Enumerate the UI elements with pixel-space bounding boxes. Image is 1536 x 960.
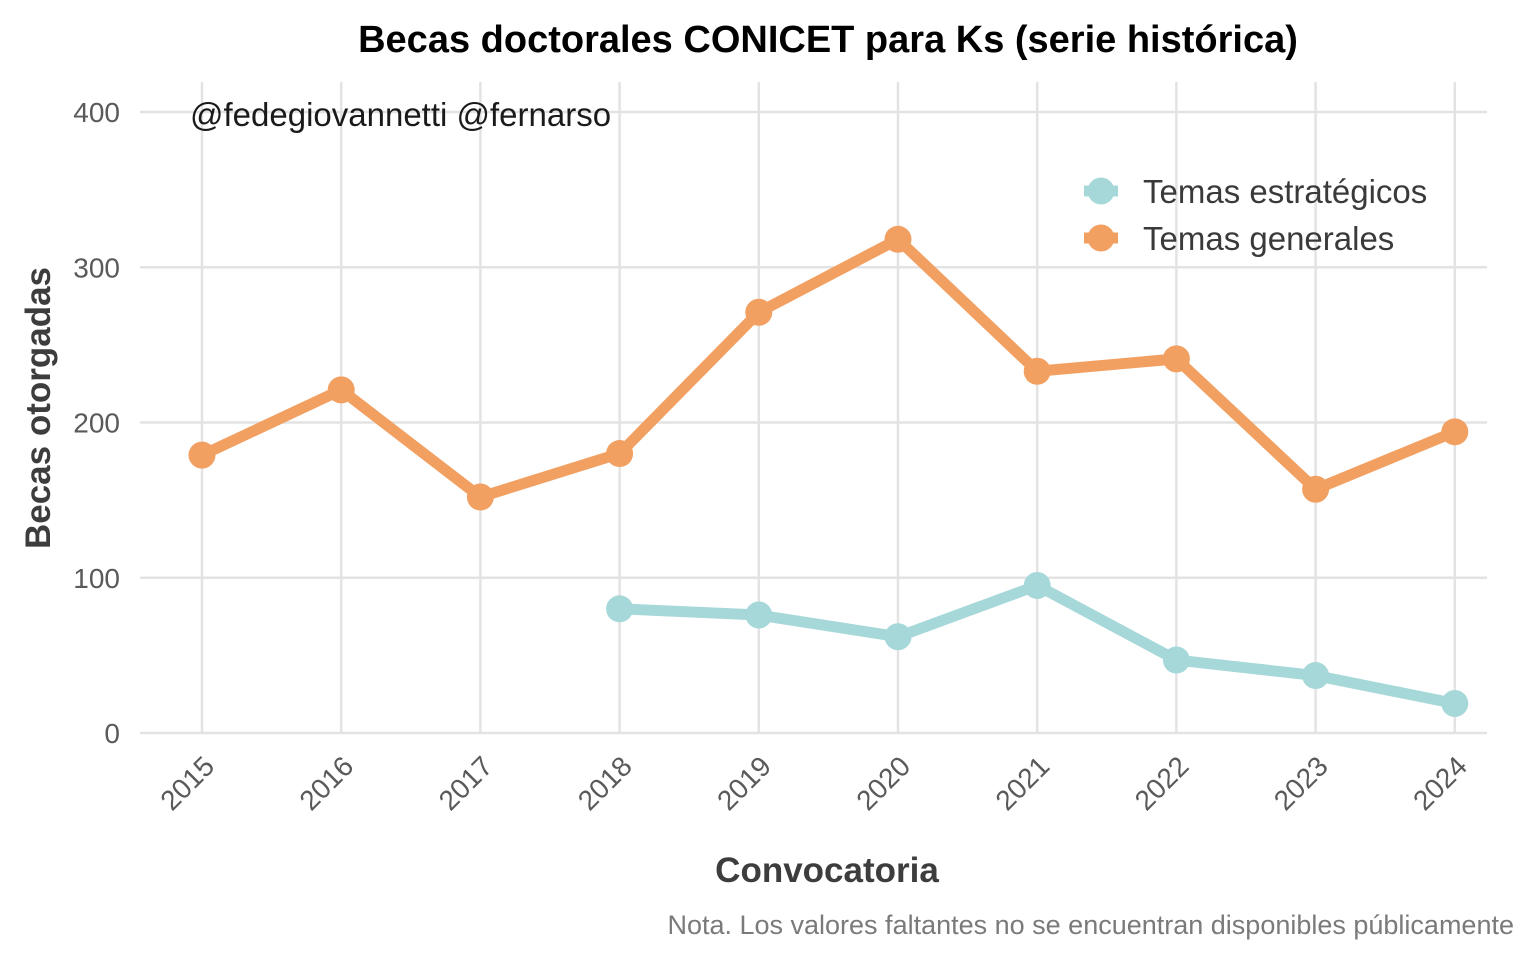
legend-item: Temas estratégicos [1084,173,1427,210]
x-tick-label: 2020 [850,750,916,816]
data-point [884,225,912,253]
x-tick-label: 2015 [154,750,220,816]
legend-label: Temas generales [1143,220,1394,257]
chart-title: Becas doctorales CONICET para Ks (serie … [358,19,1298,61]
data-point [745,298,773,326]
legend: Temas estratégicos Temas generales [1084,173,1427,257]
legend-label: Temas estratégicos [1143,173,1427,210]
grid-lines [140,82,1487,735]
data-point [1441,690,1469,718]
caption-note: Nota. Los valores faltantes no se encuen… [667,910,1514,940]
legend-key-marker [1087,177,1115,205]
data-point [606,595,634,623]
x-tick-label: 2018 [572,750,638,816]
y-tick-label: 200 [73,408,120,439]
data-point [327,376,355,404]
x-tick-label: 2019 [711,750,777,816]
data-point [1023,572,1051,600]
y-tick-label: 400 [73,97,120,128]
x-tick-label: 2017 [433,750,499,816]
data-point [1162,646,1190,674]
data-point [606,440,634,468]
data-point [1023,357,1051,385]
data-point [1162,345,1190,373]
data-point [884,623,912,651]
y-tick-label: 100 [73,563,120,594]
legend-key-marker [1087,224,1115,252]
series-1 [188,225,1469,511]
series-lines [188,225,1469,718]
y-tick-label: 0 [104,718,120,749]
x-tick-label: 2023 [1268,750,1334,816]
legend-item: Temas generales [1084,220,1394,257]
y-tick-label: 300 [73,252,120,283]
series-0 [606,572,1469,718]
data-point [1441,418,1469,446]
x-tick-label: 2021 [989,750,1055,816]
series-line [196,233,1461,503]
data-point [1302,662,1330,690]
y-axis-title: Becas otorgadas [19,267,58,549]
author-annotation: @fedegiovannetti @fernarso [190,96,611,133]
data-point [1302,475,1330,503]
x-tick-label: 2022 [1129,750,1195,816]
data-point [745,601,773,629]
x-axis-title: Convocatoria [715,851,939,890]
x-tick-label: 2016 [293,750,359,816]
data-point [466,483,494,511]
data-point [188,441,216,469]
x-tick-label: 2024 [1407,750,1473,816]
